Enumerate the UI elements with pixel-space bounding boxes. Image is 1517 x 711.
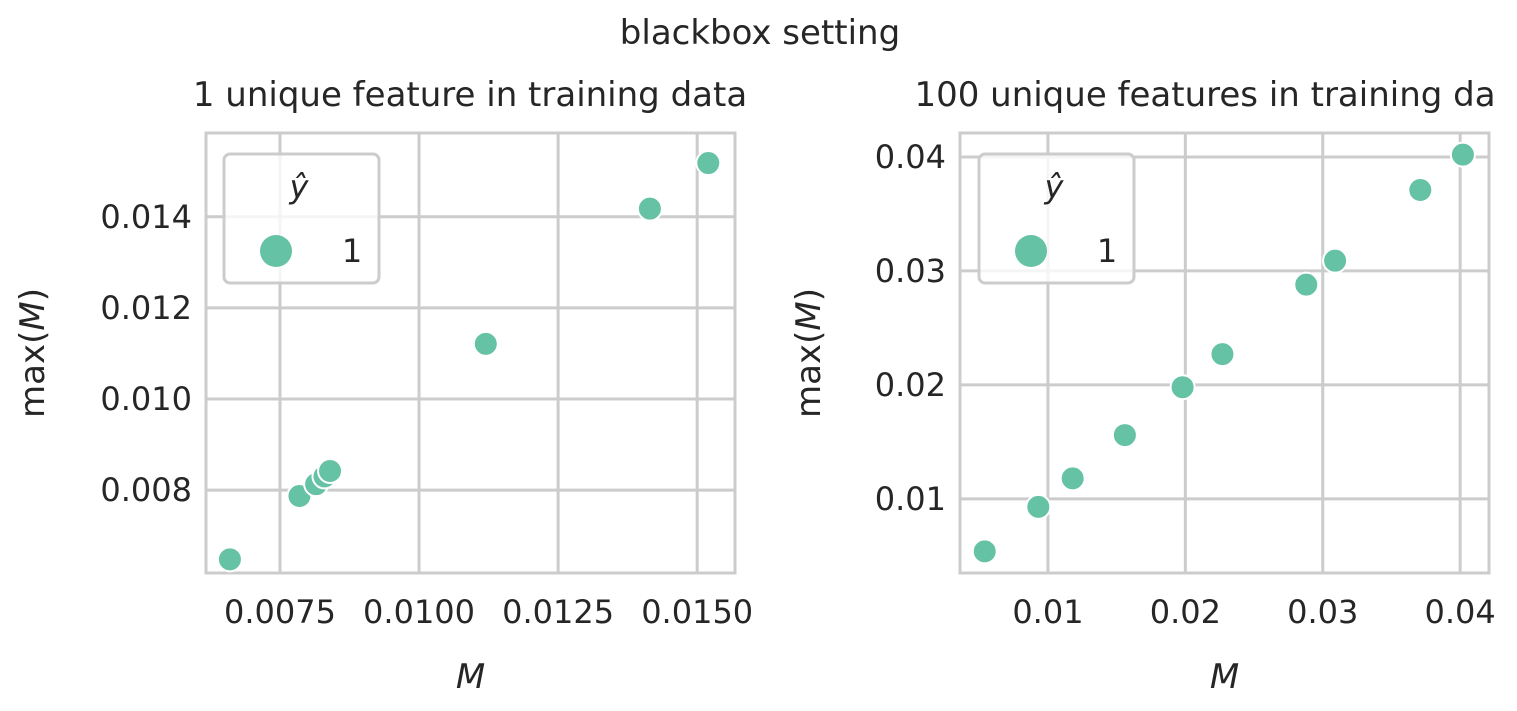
legend-label: 1 [1097,232,1117,270]
x-tick-label: 0.04 [1425,593,1496,631]
y-tick-label: 0.02 [875,366,946,404]
y-tick-label: 0.010 [100,380,192,418]
right-panel: 100 unique features in training da 0.01 0.… [789,75,1496,697]
legend-marker [1015,235,1047,267]
legend-title: ŷ [289,168,310,206]
data-point [636,195,663,222]
x-tick-label: 0.0125 [502,593,614,631]
data-point [1407,176,1434,203]
y-tick-label: 0.04 [875,138,946,176]
panel-title: 100 unique features in training da [914,75,1495,115]
axes-frame [958,131,1491,575]
y-tick-label: 0.012 [100,289,192,327]
data-point [1059,465,1086,492]
data-point [1322,247,1349,274]
y-tick-label: 0.008 [100,471,192,509]
data-point [317,457,344,484]
y-tick-label: 0.03 [875,252,946,290]
y-tick-label: 0.01 [875,480,946,518]
data-point [1169,374,1196,401]
legend: ŷ1 [222,152,381,285]
x-tick-label: 0.0150 [641,593,753,631]
data-point [1293,271,1320,298]
data-point [1025,493,1052,520]
x-tick-label: 0.0100 [363,593,475,631]
data-point [1209,341,1236,368]
data-point [695,150,722,177]
panel-title: 1 unique feature in training data [193,75,747,115]
y-axis-label: max(M) [13,288,53,418]
legend-marker [260,235,292,267]
x-tick-label: 0.02 [1150,593,1221,631]
data-point [1449,141,1476,168]
legend-label: 1 [342,232,362,270]
legend: ŷ1 [977,152,1136,285]
x-tick-label: 0.0075 [224,593,336,631]
axes-frame [204,131,737,575]
data-point [1111,422,1138,449]
x-tick-label: 0.03 [1287,593,1358,631]
x-axis-label: M [456,657,485,697]
data-point [472,330,499,357]
x-tick-label: 0.01 [1012,593,1083,631]
data-point [971,538,998,565]
left-panel: 1 unique feature in training data 0.0075 0… [13,75,753,697]
data-point [216,546,243,573]
legend-title: ŷ [1044,168,1065,206]
figure-suptitle: blackbox setting [620,13,900,53]
y-axis-label: max(M) [789,288,829,418]
x-axis-label: M [1210,657,1239,697]
y-tick-label: 0.014 [100,198,192,236]
